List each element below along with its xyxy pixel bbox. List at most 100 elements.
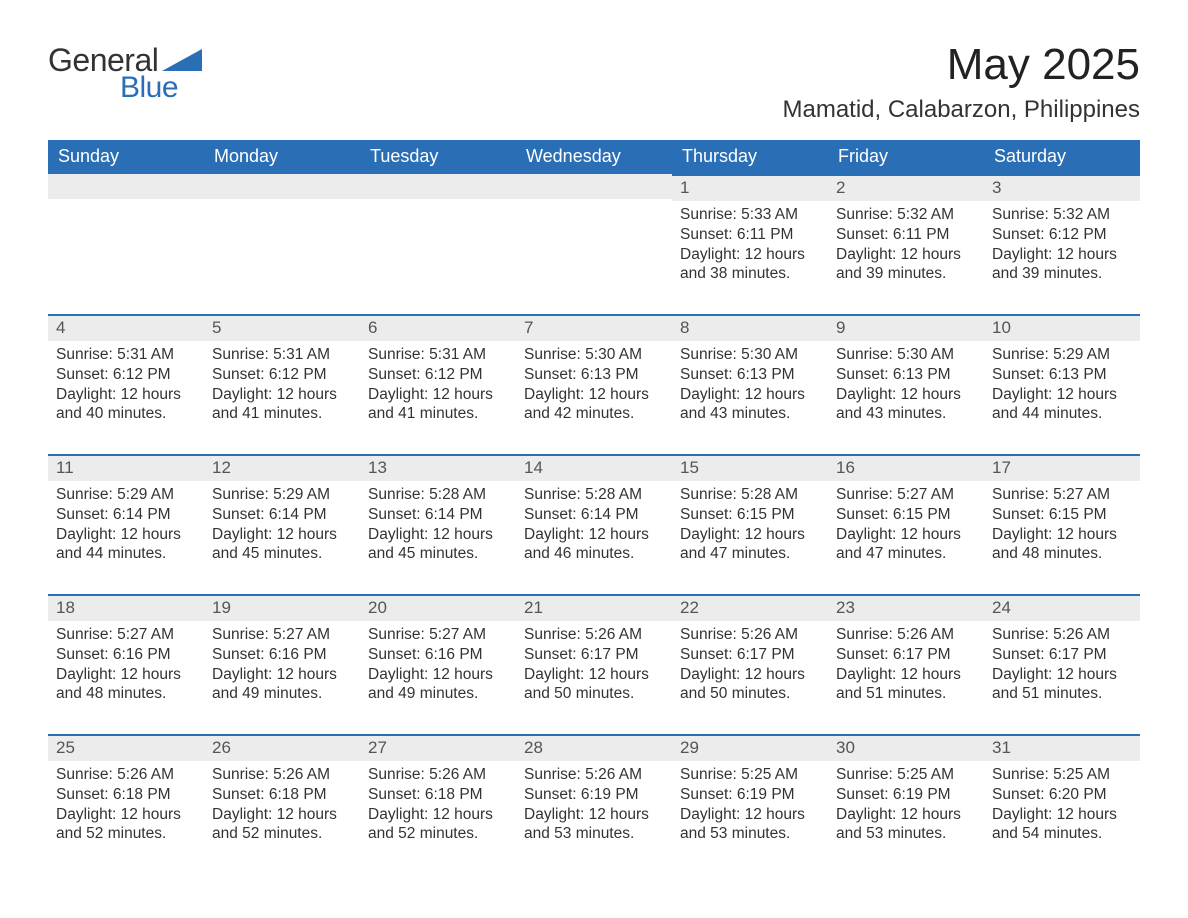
day-number-bar: 22 — [672, 594, 828, 621]
day-number: 3 — [992, 178, 1001, 197]
day-number: 5 — [212, 318, 221, 337]
calendar-cell — [204, 174, 360, 314]
day-number-bar: 24 — [984, 594, 1140, 621]
calendar-cell: 2Sunrise: 5:32 AMSunset: 6:11 PMDaylight… — [828, 174, 984, 314]
sunset-label: Sunset: 6:14 PM — [524, 505, 664, 525]
day-number: 31 — [992, 738, 1011, 757]
sunrise-label: Sunrise: 5:30 AM — [524, 345, 664, 365]
day-details: Sunrise: 5:26 AMSunset: 6:17 PMDaylight:… — [828, 621, 984, 710]
calendar-cell: 1 Sunrise: 5:33 AMSunset: 6:11 PMDaylight… — [672, 174, 828, 314]
weekday-header: Friday — [828, 140, 984, 174]
day-number-bar: 19 — [204, 594, 360, 621]
sunset-label: Sunset: 6:16 PM — [56, 645, 196, 665]
day-number-bar: 30 — [828, 734, 984, 761]
day-number: 14 — [524, 458, 543, 477]
sunrise-label: Sunrise: 5:31 AM — [368, 345, 508, 365]
sunset-label: Sunset: 6:16 PM — [368, 645, 508, 665]
calendar-cell — [48, 174, 204, 314]
calendar-cell: 14 Sunrise: 5:28 AMSunset: 6:14 PMDayligh… — [516, 454, 672, 594]
calendar-header: Sunday Monday Tuesday Wednesday Thursday… — [48, 140, 1140, 174]
day-details: Sunrise: 5:26 AMSunset: 6:18 PMDaylight:… — [360, 761, 516, 850]
calendar-cell: 9Sunrise: 5:30 AMSunset: 6:13 PMDaylight… — [828, 314, 984, 454]
calendar-cell: 17Sunrise: 5:27 AMSunset: 6:15 PMDayligh… — [984, 454, 1140, 594]
calendar-body: 1 Sunrise: 5:33 AMSunset: 6:11 PMDaylight… — [48, 174, 1140, 874]
sunset-label: Sunset: 6:19 PM — [836, 785, 976, 805]
sunset-label: Sunset: 6:17 PM — [680, 645, 820, 665]
sunset-label: Sunset: 6:17 PM — [524, 645, 664, 665]
calendar-cell: 29Sunrise: 5:25 AMSunset: 6:19 PMDayligh… — [672, 734, 828, 874]
day-number: 20 — [368, 598, 387, 617]
day-number-bar: 5 — [204, 314, 360, 341]
sunset-label: Sunset: 6:14 PM — [212, 505, 352, 525]
daylight-label: Daylight: 12 hours and 41 minutes. — [212, 385, 352, 425]
day-number: 25 — [56, 738, 75, 757]
day-details: Sunrise: 5:26 AMSunset: 6:17 PMDaylight:… — [984, 621, 1140, 710]
logo: General Blue — [48, 42, 202, 105]
day-details: Sunrise: 5:29 AMSunset: 6:14 PMDaylight:… — [48, 481, 204, 570]
day-number-bar: 28 — [516, 734, 672, 761]
sunrise-label: Sunrise: 5:27 AM — [212, 625, 352, 645]
day-number-bar: 15 — [672, 454, 828, 481]
day-number-bar: 11 — [48, 454, 204, 481]
sunset-label: Sunset: 6:13 PM — [992, 365, 1132, 385]
day-details: Sunrise: 5:25 AMSunset: 6:19 PMDaylight:… — [672, 761, 828, 850]
day-details: Sunrise: 5:26 AMSunset: 6:18 PMDaylight:… — [48, 761, 204, 850]
calendar-cell: 23Sunrise: 5:26 AMSunset: 6:17 PMDayligh… — [828, 594, 984, 734]
weekday-header: Wednesday — [516, 140, 672, 174]
day-details: Sunrise: 5:32 AMSunset: 6:12 PMDaylight:… — [984, 201, 1140, 290]
day-details: Sunrise: 5:28 AMSunset: 6:14 PMDaylight:… — [360, 481, 516, 570]
title-block: May 2025 Mamatid, Calabarzon, Philippine… — [782, 40, 1140, 134]
daylight-label: Daylight: 12 hours and 39 minutes. — [836, 245, 976, 285]
daylight-label: Daylight: 12 hours and 47 minutes. — [680, 525, 820, 565]
sunset-label: Sunset: 6:12 PM — [212, 365, 352, 385]
day-details: Sunrise: 5:27 AMSunset: 6:15 PMDaylight:… — [984, 481, 1140, 570]
page: General Blue May 2025 Mamatid, Calabarzo… — [0, 0, 1188, 904]
day-number: 6 — [368, 318, 377, 337]
sunrise-label: Sunrise: 5:27 AM — [56, 625, 196, 645]
day-number: 1 — [680, 178, 689, 197]
calendar-cell — [516, 174, 672, 314]
sunrise-label: Sunrise: 5:31 AM — [212, 345, 352, 365]
day-number-bar: 4 — [48, 314, 204, 341]
sunrise-label: Sunrise: 5:26 AM — [524, 765, 664, 785]
sunset-label: Sunset: 6:15 PM — [680, 505, 820, 525]
daylight-label: Daylight: 12 hours and 50 minutes. — [680, 665, 820, 705]
day-details: Sunrise: 5:26 AMSunset: 6:17 PMDaylight:… — [516, 621, 672, 710]
day-number-bar: 18 — [48, 594, 204, 621]
sunset-label: Sunset: 6:14 PM — [56, 505, 196, 525]
day-number: 15 — [680, 458, 699, 477]
weekday-header: Thursday — [672, 140, 828, 174]
daylight-label: Daylight: 12 hours and 52 minutes. — [212, 805, 352, 845]
calendar-cell: 8Sunrise: 5:30 AMSunset: 6:13 PMDaylight… — [672, 314, 828, 454]
day-number: 26 — [212, 738, 231, 757]
day-number-bar: 1 — [672, 174, 828, 201]
day-number-bar: 23 — [828, 594, 984, 621]
day-details: Sunrise: 5:33 AMSunset: 6:11 PMDaylight:… — [672, 201, 828, 290]
calendar-cell: 19Sunrise: 5:27 AMSunset: 6:16 PMDayligh… — [204, 594, 360, 734]
day-details: Sunrise: 5:27 AMSunset: 6:16 PMDaylight:… — [204, 621, 360, 710]
day-number-bar: 3 — [984, 174, 1140, 201]
weekday-header-row: Sunday Monday Tuesday Wednesday Thursday… — [48, 140, 1140, 174]
sunrise-label: Sunrise: 5:32 AM — [836, 205, 976, 225]
daylight-label: Daylight: 12 hours and 51 minutes. — [992, 665, 1132, 705]
day-details: Sunrise: 5:31 AMSunset: 6:12 PMDaylight:… — [48, 341, 204, 430]
logo-text-blue: Blue — [120, 71, 178, 105]
day-details: Sunrise: 5:27 AMSunset: 6:16 PMDaylight:… — [48, 621, 204, 710]
calendar-week-row: 1 Sunrise: 5:33 AMSunset: 6:11 PMDaylight… — [48, 174, 1140, 314]
daylight-label: Daylight: 12 hours and 52 minutes. — [56, 805, 196, 845]
daylight-label: Daylight: 12 hours and 54 minutes. — [992, 805, 1132, 845]
sunrise-label: Sunrise: 5:31 AM — [56, 345, 196, 365]
day-number-bar: 29 — [672, 734, 828, 761]
day-details: Sunrise: 5:29 AMSunset: 6:13 PMDaylight:… — [984, 341, 1140, 430]
day-details: Sunrise: 5:30 AMSunset: 6:13 PMDaylight:… — [672, 341, 828, 430]
sunrise-label: Sunrise: 5:26 AM — [836, 625, 976, 645]
day-number-bar: 25 — [48, 734, 204, 761]
sunrise-label: Sunrise: 5:28 AM — [680, 485, 820, 505]
day-details: Sunrise: 5:28 AMSunset: 6:14 PMDaylight:… — [516, 481, 672, 570]
calendar-cell: 30Sunrise: 5:25 AMSunset: 6:19 PMDayligh… — [828, 734, 984, 874]
day-number: 4 — [56, 318, 65, 337]
day-number-bar: 20 — [360, 594, 516, 621]
day-number-bar — [204, 174, 360, 199]
day-number-bar: 7 — [516, 314, 672, 341]
sunset-label: Sunset: 6:12 PM — [368, 365, 508, 385]
